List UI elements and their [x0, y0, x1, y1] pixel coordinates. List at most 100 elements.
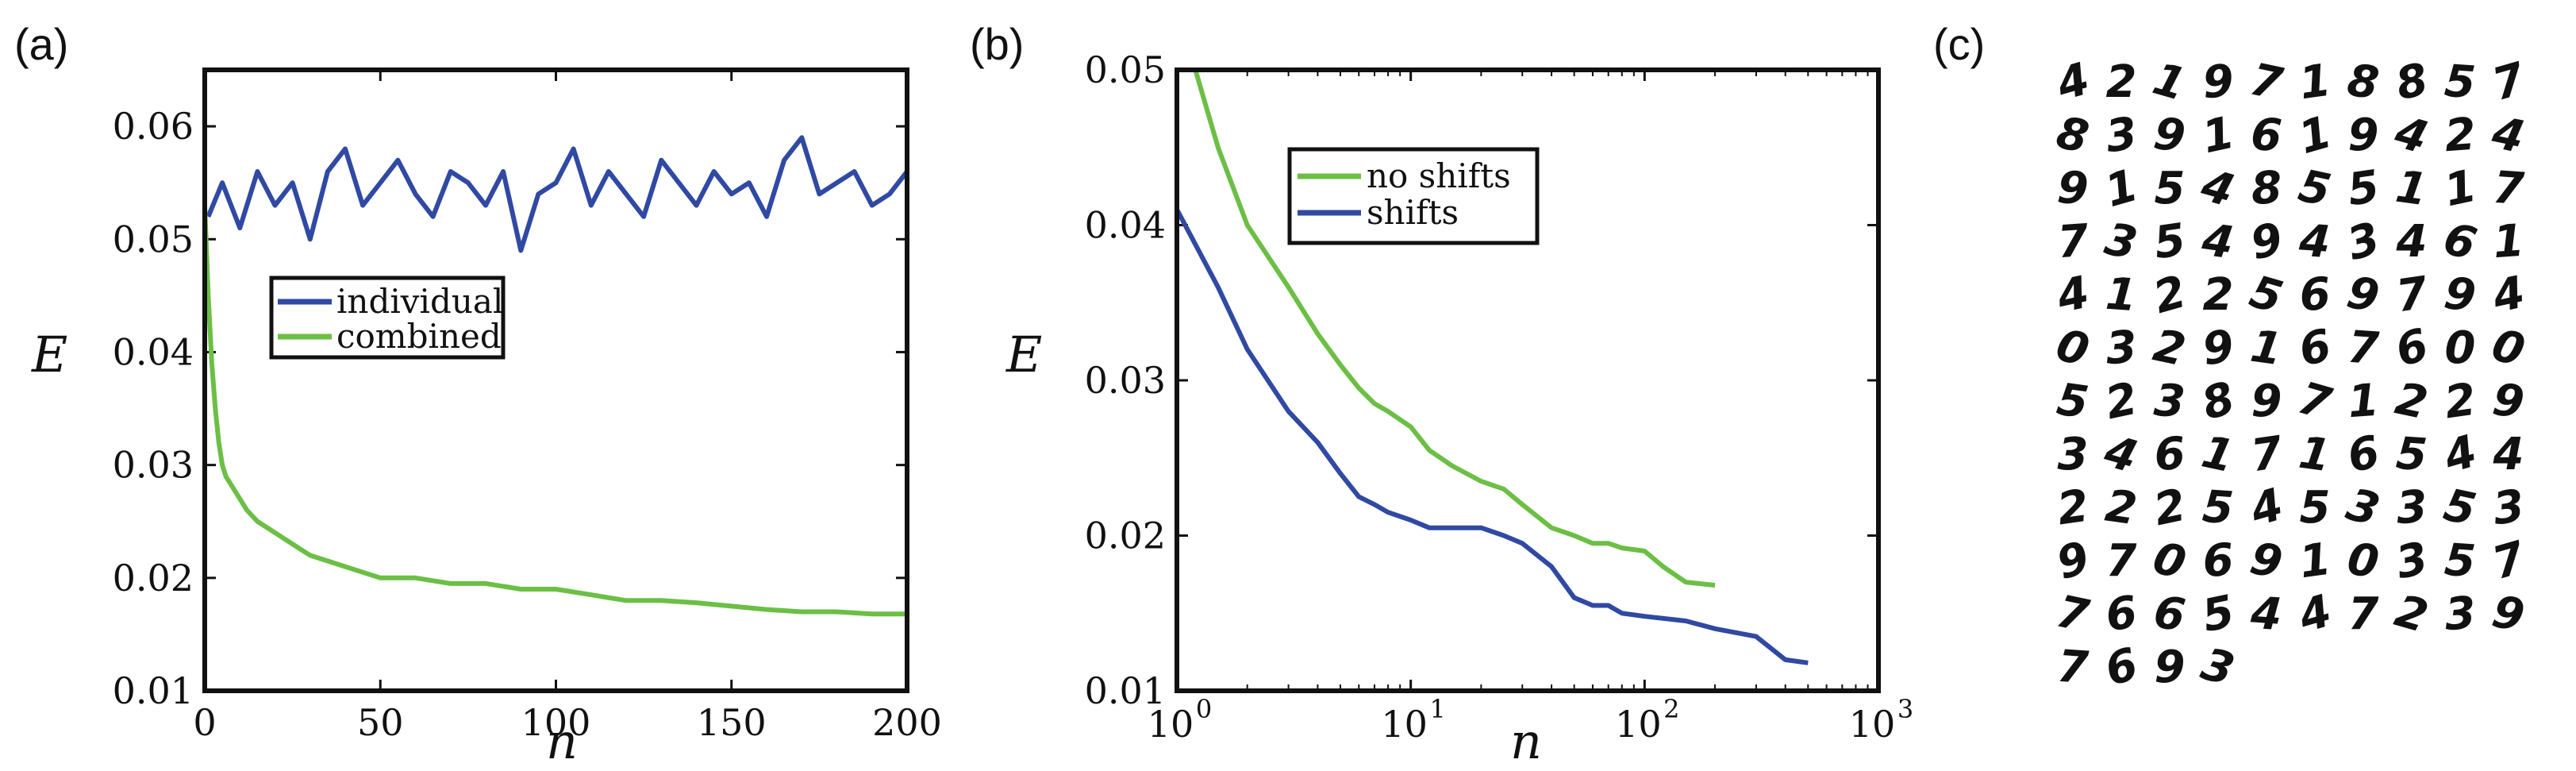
digit-glyph: 5: [2054, 374, 2092, 430]
series-line-shifts: [1175, 208, 1809, 665]
digit-glyph: 8: [2197, 372, 2240, 430]
panel-a-ytick-label: 0.06: [113, 105, 194, 148]
digit-glyph: 9: [2155, 642, 2186, 693]
panel-b-xtick-base: 10: [1615, 703, 1662, 746]
digit-glyph: 5: [2155, 163, 2186, 214]
digit-glyph: 6: [2297, 268, 2332, 322]
panel-a-legend-box: [269, 276, 506, 360]
digit-glyph: 3: [2341, 479, 2385, 537]
panel-a-xtick-label: 50: [357, 701, 404, 744]
digit-glyph: 9: [2151, 108, 2189, 164]
panel-c-label: (c): [1933, 19, 1985, 69]
digit-glyph: 6: [2152, 428, 2186, 482]
digit-glyph: 3: [2489, 480, 2528, 536]
digit-glyph: 1: [2197, 107, 2239, 164]
panel-a-xtick-label: 150: [697, 701, 767, 744]
panel-b-label: (b): [970, 19, 1024, 69]
digit-glyph: 7: [2106, 535, 2137, 587]
panel-b-ytick-label: 0.02: [1085, 515, 1166, 557]
digit-glyph: 4: [2297, 215, 2332, 269]
panel-b-xtick-base: 10: [1849, 703, 1896, 746]
series-line-individual: [206, 135, 909, 253]
digit-glyph: 0: [2486, 319, 2530, 377]
digit-glyph: 4: [2051, 53, 2095, 111]
panel-b-ytick-label: 0.01: [1085, 669, 1166, 712]
digit-glyph: 2: [2203, 269, 2234, 321]
digit-glyph: 2: [2101, 373, 2142, 430]
panel-b-xtick-exponent: 2: [1663, 694, 1679, 724]
digit-glyph: 2: [2148, 266, 2192, 324]
panel-b-legend: no shifts shifts: [1287, 147, 1540, 245]
digit-glyph: 2: [2102, 480, 2140, 536]
digit-glyph: 1: [2491, 215, 2525, 269]
digit-glyph: 7: [2247, 427, 2286, 483]
panel-a-ytick-label: 0.04: [113, 330, 194, 373]
panel-a-ytick-label: 0.05: [113, 218, 194, 260]
digit-glyph: 3: [2058, 429, 2089, 480]
legend-label-combined: combined: [336, 317, 502, 356]
digit-glyph: 5: [2197, 586, 2239, 643]
panel-b-ylabel: E: [1005, 326, 1042, 384]
panel-b-plot: 10 0 10 1 10 2 10 30.010.020.030.040.05: [1085, 48, 1914, 746]
digit-glyph: 5: [2300, 482, 2331, 534]
digit-glyph: 4: [2198, 214, 2237, 269]
series-line-combined: [202, 205, 907, 617]
digit-glyph: 9: [2055, 162, 2090, 216]
panel-a-ytick-label: 0.03: [113, 444, 194, 487]
digit-glyph: 7: [2487, 53, 2531, 111]
digit-glyph: 1: [2100, 160, 2143, 218]
digit-glyph: 2: [2391, 373, 2432, 430]
digit-glyph: 1: [2147, 53, 2191, 111]
digit-glyph: 3: [2196, 638, 2240, 696]
digit-glyph: 4: [2389, 106, 2433, 164]
panel-b-ytick-label: 0.03: [1085, 359, 1166, 402]
digit-glyph: 9: [2051, 532, 2095, 590]
digit-glyph: 1: [2104, 268, 2138, 322]
panel-b-xtick-exponent: 3: [1897, 694, 1913, 724]
panel-a-ytick-label: 0.01: [113, 669, 194, 712]
panel-a-plot: 0 50 100 150 200 0.01 0.02 0.03 0.04 0.05 0.06: [113, 70, 942, 744]
digit-glyph: 9: [2343, 267, 2384, 324]
digit-glyph: 3: [2104, 322, 2138, 376]
digit-glyph: 8: [2249, 162, 2283, 216]
digit-glyph: 6: [2294, 320, 2336, 377]
panel-b: (b) E n 10 0 10 1 10 2 10 30.010.020.030.040.05…: [970, 19, 1913, 770]
digit-glyph: 5: [2201, 481, 2235, 535]
digit-glyph: 5: [2443, 56, 2477, 110]
panel-b-frame: [1175, 67, 1881, 693]
digit-glyph: 9: [2488, 586, 2529, 643]
digit-glyph: 6: [2151, 587, 2189, 642]
panel-a-ytick-label: 0.02: [113, 557, 194, 599]
panel-a-label: (a): [14, 19, 68, 69]
digit-glyph: 7: [2052, 586, 2093, 643]
digit-glyph: 3: [2443, 588, 2477, 642]
digit-glyph: 9: [2246, 214, 2287, 271]
digit-glyph: 8: [2391, 54, 2432, 111]
digit-glyph: 1: [2393, 161, 2431, 217]
panel-a-xtick-label: 0: [193, 701, 216, 744]
digit-glyph: 6: [2343, 426, 2384, 484]
digit-glyph: 4: [2098, 426, 2143, 484]
digit-glyph: 6: [2390, 319, 2434, 377]
panel-b-xtick-base: 10: [1148, 703, 1194, 746]
panel-a-xlabel: n: [546, 712, 578, 770]
digit-glyph: 2: [2441, 374, 2479, 430]
digit-glyph: 9: [2489, 374, 2528, 430]
panel-a: (a) E n 0 50 100 150 200 0.01 0.02 0.03 0.04 0.05…: [14, 19, 942, 770]
panel-b-xtick-base: 10: [1381, 703, 1428, 746]
digit-glyph: 9: [2348, 110, 2379, 161]
digit-glyph: 5: [2294, 160, 2336, 218]
digit-glyph: 3: [2342, 213, 2386, 271]
digit-glyph: 4: [2438, 426, 2482, 484]
digit-glyph: 4: [2487, 106, 2529, 164]
digit-glyph: 0: [2344, 534, 2382, 589]
digit-glyph: 6: [2100, 638, 2143, 696]
panel-b-xtick-exponent: 1: [1429, 694, 1445, 724]
panel-a-xtick-label: 100: [521, 701, 591, 744]
digit-glyph: 1: [2197, 426, 2239, 484]
digit-glyph: 5: [2394, 428, 2428, 482]
digit-glyph: 1: [2296, 55, 2334, 110]
legend-label-individual: individual: [336, 282, 503, 321]
digit-glyph: 2: [2106, 56, 2137, 108]
